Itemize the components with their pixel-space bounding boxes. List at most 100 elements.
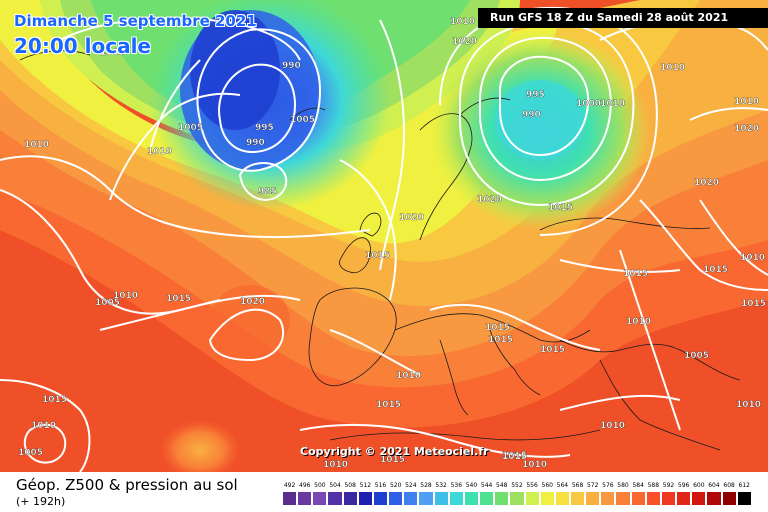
legend-swatch bbox=[525, 492, 539, 505]
legend-swatch bbox=[737, 492, 751, 505]
legend-value: 568 bbox=[569, 480, 586, 491]
isobar-label: 990 bbox=[246, 138, 265, 148]
legend-swatch bbox=[343, 492, 357, 505]
field-yellow bbox=[0, 0, 560, 244]
legend-entry: 556 bbox=[524, 478, 540, 506]
legend-swatch bbox=[480, 492, 494, 505]
isobar-label: 1010 bbox=[626, 317, 651, 327]
chart-parameter-title: Géop. Z500 & pression au sol bbox=[16, 476, 238, 494]
legend-entry: 504 bbox=[327, 478, 343, 506]
isobar-label: 1020 bbox=[694, 178, 719, 188]
legend-value: 596 bbox=[676, 480, 692, 491]
legend-swatch bbox=[358, 492, 372, 505]
legend-entry: 528 bbox=[418, 478, 434, 506]
isobar-label: 1010 bbox=[323, 460, 348, 470]
legend-swatch bbox=[646, 492, 660, 505]
forecast-time: 20:00 locale bbox=[14, 34, 151, 58]
isobar-label: 1005 bbox=[18, 448, 43, 458]
isobar-label: 1020 bbox=[240, 297, 265, 307]
isobar-label: 1015 bbox=[623, 269, 648, 279]
legend-value: 604 bbox=[706, 480, 722, 491]
footer: Géop. Z500 & pression au sol (+ 192h) 49… bbox=[0, 472, 768, 512]
legend-value: 508 bbox=[342, 480, 358, 491]
legend-swatch bbox=[601, 492, 615, 505]
isobar-label: 1015 bbox=[703, 265, 728, 275]
legend-swatch bbox=[616, 492, 630, 505]
isobar-label: 1015 bbox=[376, 400, 401, 410]
legend-swatch bbox=[570, 492, 585, 505]
legend-value: 512 bbox=[357, 480, 373, 491]
legend-entry: 520 bbox=[388, 478, 404, 506]
isobar-label: 1015 bbox=[502, 451, 527, 461]
isobar-label: 1015 bbox=[488, 335, 513, 345]
run-info: Run GFS 18 Z du Samedi 28 août 2021 bbox=[478, 8, 768, 28]
legend-swatch bbox=[328, 492, 342, 505]
field-low-scand-core bbox=[495, 80, 585, 160]
legend-entry: 512 bbox=[357, 478, 373, 506]
legend-value: 580 bbox=[615, 480, 631, 491]
legend-value: 528 bbox=[418, 480, 434, 491]
isobar-label: 1015 bbox=[42, 395, 67, 405]
legend-swatch bbox=[464, 492, 479, 505]
legend-entry: 580 bbox=[615, 478, 631, 506]
isobar-label: 1015 bbox=[548, 203, 573, 213]
isobar-label: 1020 bbox=[399, 213, 424, 223]
legend-swatch bbox=[419, 492, 433, 505]
field-bay-orange bbox=[210, 285, 290, 355]
legend-swatch bbox=[722, 492, 736, 505]
legend-entry: 564 bbox=[554, 478, 570, 506]
legend-entry: 492 bbox=[282, 478, 298, 506]
color-legend: 492 496 500 504 508 512 516 520 524 528 532 536 540 5… bbox=[282, 478, 752, 506]
isobar-label: 995 bbox=[526, 90, 545, 100]
legend-swatch bbox=[540, 492, 554, 505]
isobar-label: 1015 bbox=[166, 294, 191, 304]
legend-value: 548 bbox=[494, 480, 510, 491]
legend-value: 504 bbox=[327, 480, 343, 491]
isobar-label: 1015 bbox=[485, 323, 510, 333]
legend-swatch bbox=[373, 492, 388, 505]
legend-swatch bbox=[313, 492, 327, 505]
legend-swatch bbox=[555, 492, 569, 505]
legend-entry: 568 bbox=[569, 478, 586, 506]
legend-swatch bbox=[586, 492, 600, 505]
isobar-label: 1005 bbox=[95, 298, 120, 308]
legend-entry: 496 bbox=[297, 478, 313, 506]
weather-map: 1005 990 1005 995 990 985 1010 1010 1005… bbox=[0, 0, 768, 472]
isobar-label: 1015 bbox=[540, 345, 565, 355]
legend-swatch bbox=[510, 492, 524, 505]
isobar-label: 1020 bbox=[452, 37, 477, 47]
isobar-labels: 1005 990 1005 995 990 985 1010 1010 1005… bbox=[18, 17, 766, 470]
legend-swatch bbox=[707, 492, 721, 505]
legend-entry: 572 bbox=[585, 478, 601, 506]
legend-entry: 584 bbox=[630, 478, 646, 506]
legend-value: 576 bbox=[600, 480, 616, 491]
isobar-label: 1015 bbox=[741, 299, 766, 309]
isobar-label: 990 bbox=[282, 61, 301, 71]
isobar-label: 1010 bbox=[734, 97, 759, 107]
isobar-label: 1010 bbox=[450, 17, 475, 27]
isobar-label: 1010 bbox=[24, 140, 49, 150]
legend-value: 532 bbox=[433, 480, 449, 491]
isobar-label: 1020 bbox=[734, 124, 759, 134]
legend-entry: 544 bbox=[479, 478, 495, 506]
isobar-label: 1005 bbox=[100, 48, 125, 58]
legend-entry: 500 bbox=[312, 478, 328, 506]
legend-entry: 604 bbox=[706, 478, 722, 506]
legend-value: 564 bbox=[554, 480, 570, 491]
forecast-lead-time: (+ 192h) bbox=[16, 495, 66, 508]
legend-entry: 548 bbox=[494, 478, 510, 506]
isobar-label: 1010 bbox=[740, 253, 765, 263]
legend-value: 520 bbox=[388, 480, 404, 491]
isobar-label: 1010 bbox=[31, 421, 56, 431]
isobar-label: 1010 bbox=[660, 63, 685, 73]
field-low-north-deep bbox=[190, 10, 280, 130]
legend-swatch bbox=[434, 492, 448, 505]
isobar-label: 1010 bbox=[736, 400, 761, 410]
legend-value: 584 bbox=[630, 480, 646, 491]
legend-value: 572 bbox=[585, 480, 601, 491]
coastlines bbox=[19, 50, 741, 451]
legend-swatch bbox=[298, 492, 312, 505]
legend-swatch bbox=[389, 492, 403, 505]
isobar-label: 990 bbox=[522, 110, 541, 120]
legend-entry: 516 bbox=[372, 478, 389, 506]
